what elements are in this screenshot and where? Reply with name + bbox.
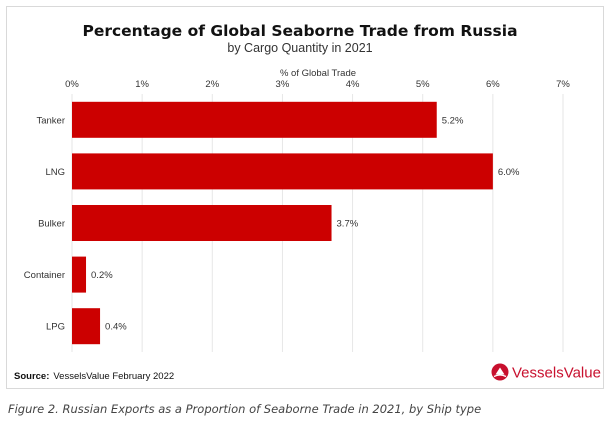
x-tick-label: 7% <box>556 79 570 90</box>
source-prefix: Source: <box>14 371 49 382</box>
bar-lpg <box>72 308 101 345</box>
chart-frame <box>6 6 604 389</box>
chart-svg: Percentage of Global Seaborne Trade from… <box>14 22 601 382</box>
x-tick-label: 1% <box>135 79 149 90</box>
data-label: 0.2% <box>91 270 113 281</box>
category-label: Tanker <box>36 115 65 126</box>
data-label: 6.0% <box>498 167 520 178</box>
category-label: LNG <box>45 167 65 178</box>
category-label: LPG <box>46 322 65 333</box>
category-label: Container <box>24 270 65 281</box>
figure-caption: Figure 2. Russian Exports as a Proportio… <box>8 402 482 416</box>
y-axis-categories: Tanker LNG Bulker Container LPG <box>24 115 65 332</box>
source-note: Source: VesselsValue February 2022 <box>14 371 174 382</box>
logo-mark-icon <box>491 363 509 381</box>
x-tick-label: 3% <box>276 79 290 90</box>
chart-title: Percentage of Global Seaborne Trade from… <box>82 22 517 40</box>
x-axis-title: % of Global Trade <box>280 68 356 79</box>
bar-lng <box>72 153 493 190</box>
x-tick-label: 2% <box>205 79 219 90</box>
data-label: 3.7% <box>337 219 359 230</box>
x-tick-label: 4% <box>346 79 360 90</box>
bar-bulker <box>72 205 332 241</box>
x-tick-label: 5% <box>416 79 430 90</box>
logo-text: VesselsValue <box>512 365 601 382</box>
chart-subtitle: by Cargo Quantity in 2021 <box>227 41 372 55</box>
data-labels: 5.2% 6.0% 3.7% 0.2% 0.4% <box>91 115 520 332</box>
category-label: Bulker <box>38 219 65 230</box>
bar-container <box>72 256 87 293</box>
data-label: 0.4% <box>105 322 127 333</box>
x-axis-ticks: 0% 1% 2% 3% 4% 5% 6% 7% <box>65 79 570 90</box>
vesselsvalue-logo: VesselsValue <box>491 363 601 382</box>
source-text: VesselsValue February 2022 <box>53 371 174 382</box>
bars <box>72 101 493 345</box>
x-tick-label: 0% <box>65 79 79 90</box>
data-label: 5.2% <box>442 115 464 126</box>
bar-tanker <box>72 101 437 138</box>
x-tick-label: 6% <box>486 79 500 90</box>
